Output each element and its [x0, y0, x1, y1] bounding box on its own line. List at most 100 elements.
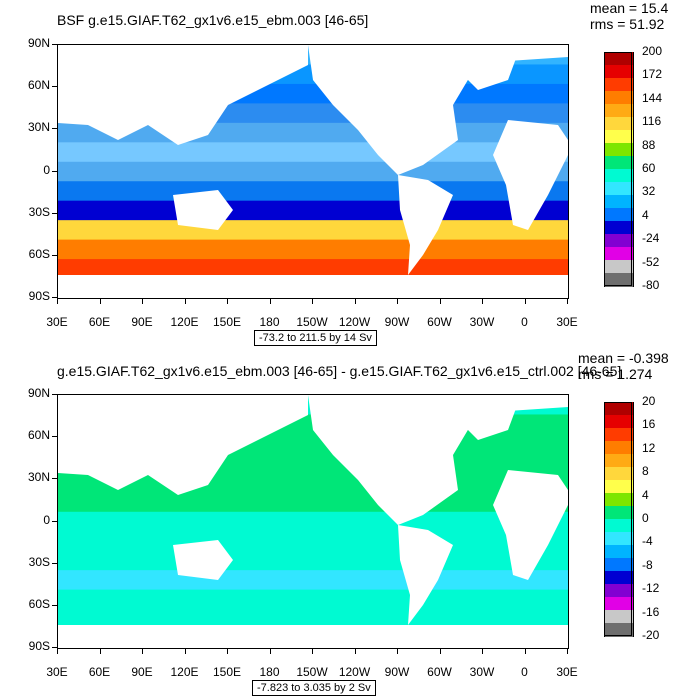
lat-tick-label: 60S: [28, 246, 50, 261]
lat-tick-mark: [52, 297, 57, 298]
lon-tick-label: 30E: [46, 665, 68, 679]
lon-tick-label: 60E: [88, 315, 111, 329]
lon-tick-mark: [439, 298, 441, 304]
colorbar-label: 200: [642, 44, 663, 58]
lon-tick-mark: [99, 298, 101, 304]
lon-tick-mark: [439, 648, 441, 654]
ocean-band: [58, 161, 568, 183]
lon-tick-label: 0: [521, 665, 528, 679]
lat-tick-mark: [52, 520, 57, 522]
lat-tick-mark: [52, 212, 57, 214]
land-greenland: [453, 53, 518, 90]
lon-tick-label: 60E: [88, 665, 111, 679]
panel-2-title: g.e15.GIAF.T62_gx1v6.e15_ebm.003 [46-65]…: [57, 363, 622, 379]
lon-tick-label: 90W: [384, 665, 410, 679]
colorbar-label: -52: [642, 254, 660, 269]
land-north-america: [308, 395, 568, 525]
ocean-band: [58, 220, 568, 241]
lat-tick-label: 30S: [28, 554, 50, 569]
land-south-america: [398, 525, 453, 625]
ocean-band: [58, 570, 568, 591]
lon-tick-mark: [269, 648, 271, 654]
lon-tick-mark: [354, 648, 356, 654]
land-eurasia: [58, 395, 308, 495]
lon-tick-label: 90E: [131, 665, 153, 679]
lon-tick-mark: [482, 298, 483, 304]
lon-tick-mark: [269, 298, 271, 304]
lat-tick-mark: [52, 478, 57, 480]
land-eurasia: [58, 45, 308, 145]
colorbar-label: -4: [642, 534, 653, 549]
ocean-band: [58, 142, 568, 163]
lon-tick-mark: [524, 298, 526, 304]
lon-tick-label: 150E: [212, 665, 242, 679]
lon-tick-mark: [397, 648, 398, 654]
lon-tick-label: 90E: [131, 315, 153, 329]
land-africa: [493, 470, 568, 580]
panel-2-range-note: -7.823 to 3.035 by 2 Sv: [252, 680, 376, 696]
lat-tick-label: 0: [43, 162, 50, 177]
ocean-band: [58, 181, 568, 202]
lat-tick-mark: [52, 86, 57, 88]
lon-tick-mark: [99, 648, 101, 654]
land-antarctica: [58, 275, 568, 298]
land-africa: [493, 120, 568, 230]
lon-tick-mark: [312, 298, 313, 304]
land-north-america: [308, 45, 568, 175]
lat-tick-label: 30S: [28, 204, 50, 219]
lat-tick-mark: [52, 436, 57, 438]
ocean-band: [58, 200, 568, 222]
colorbar-label: 4: [642, 487, 649, 502]
lon-tick-label: 30E: [556, 665, 578, 679]
lon-tick-mark: [524, 648, 526, 654]
panel-1-range-note: -73.2 to 211.5 by 14 Sv: [254, 330, 377, 346]
lat-tick-mark: [52, 254, 57, 256]
lon-tick-mark: [482, 648, 483, 654]
lon-tick-mark: [184, 648, 186, 654]
land-antarctica: [58, 625, 568, 648]
colorbar-label: 88: [642, 137, 656, 152]
lon-tick-label: 30E: [46, 315, 68, 329]
panel-1-rms: rms = 51.92: [590, 16, 665, 32]
lat-tick-label: 90S: [28, 289, 50, 303]
lon-tick-mark: [567, 648, 568, 654]
lat-tick-label: 30N: [27, 120, 50, 135]
lat-tick-mark: [52, 128, 57, 130]
lat-tick-mark: [52, 562, 57, 564]
ocean-band: [58, 550, 568, 572]
lat-tick-label: 60N: [27, 428, 50, 443]
colorbar-label: 0: [642, 511, 649, 525]
colorbar-label: 20: [642, 394, 656, 408]
lon-tick-label: 180: [259, 315, 280, 329]
colorbar-frame: [604, 402, 632, 636]
lon-tick-mark: [227, 298, 228, 304]
lon-tick-mark: [397, 298, 398, 304]
colorbar-label: -20: [642, 628, 660, 642]
map-1-svg: [58, 45, 568, 298]
lat-tick-label: 90N: [27, 386, 50, 400]
colorbar-label: 172: [642, 67, 663, 82]
map-panel-1: [57, 44, 569, 299]
lat-tick-label: 0: [43, 512, 50, 527]
colorbar-label: 144: [642, 90, 663, 105]
colorbar-label: 12: [642, 440, 656, 455]
lon-tick-mark: [57, 298, 58, 304]
map-2-svg: [58, 395, 568, 648]
panel-2-rms: rms = 1.274: [578, 366, 653, 382]
lat-tick-label: 30N: [27, 470, 50, 485]
lat-tick-mark: [52, 647, 57, 648]
panel-1-title: BSF g.e15.GIAF.T62_gx1v6.e15_ebm.003 [46…: [57, 12, 369, 28]
lon-tick-label: 120W: [338, 665, 371, 679]
lon-tick-label: 30W: [469, 315, 495, 329]
lon-tick-label: 180: [259, 665, 280, 679]
lon-tick-mark: [567, 298, 568, 304]
lon-tick-mark: [184, 298, 186, 304]
colorbar-label: -80: [642, 278, 660, 292]
land-australia: [173, 540, 233, 580]
lat-tick-label: 90N: [27, 36, 50, 50]
colorbar-label: -8: [642, 557, 653, 572]
lat-tick-label: 60N: [27, 78, 50, 93]
lon-tick-label: 150W: [296, 315, 328, 329]
lon-tick-mark: [227, 648, 228, 654]
ocean-band: [58, 259, 568, 280]
